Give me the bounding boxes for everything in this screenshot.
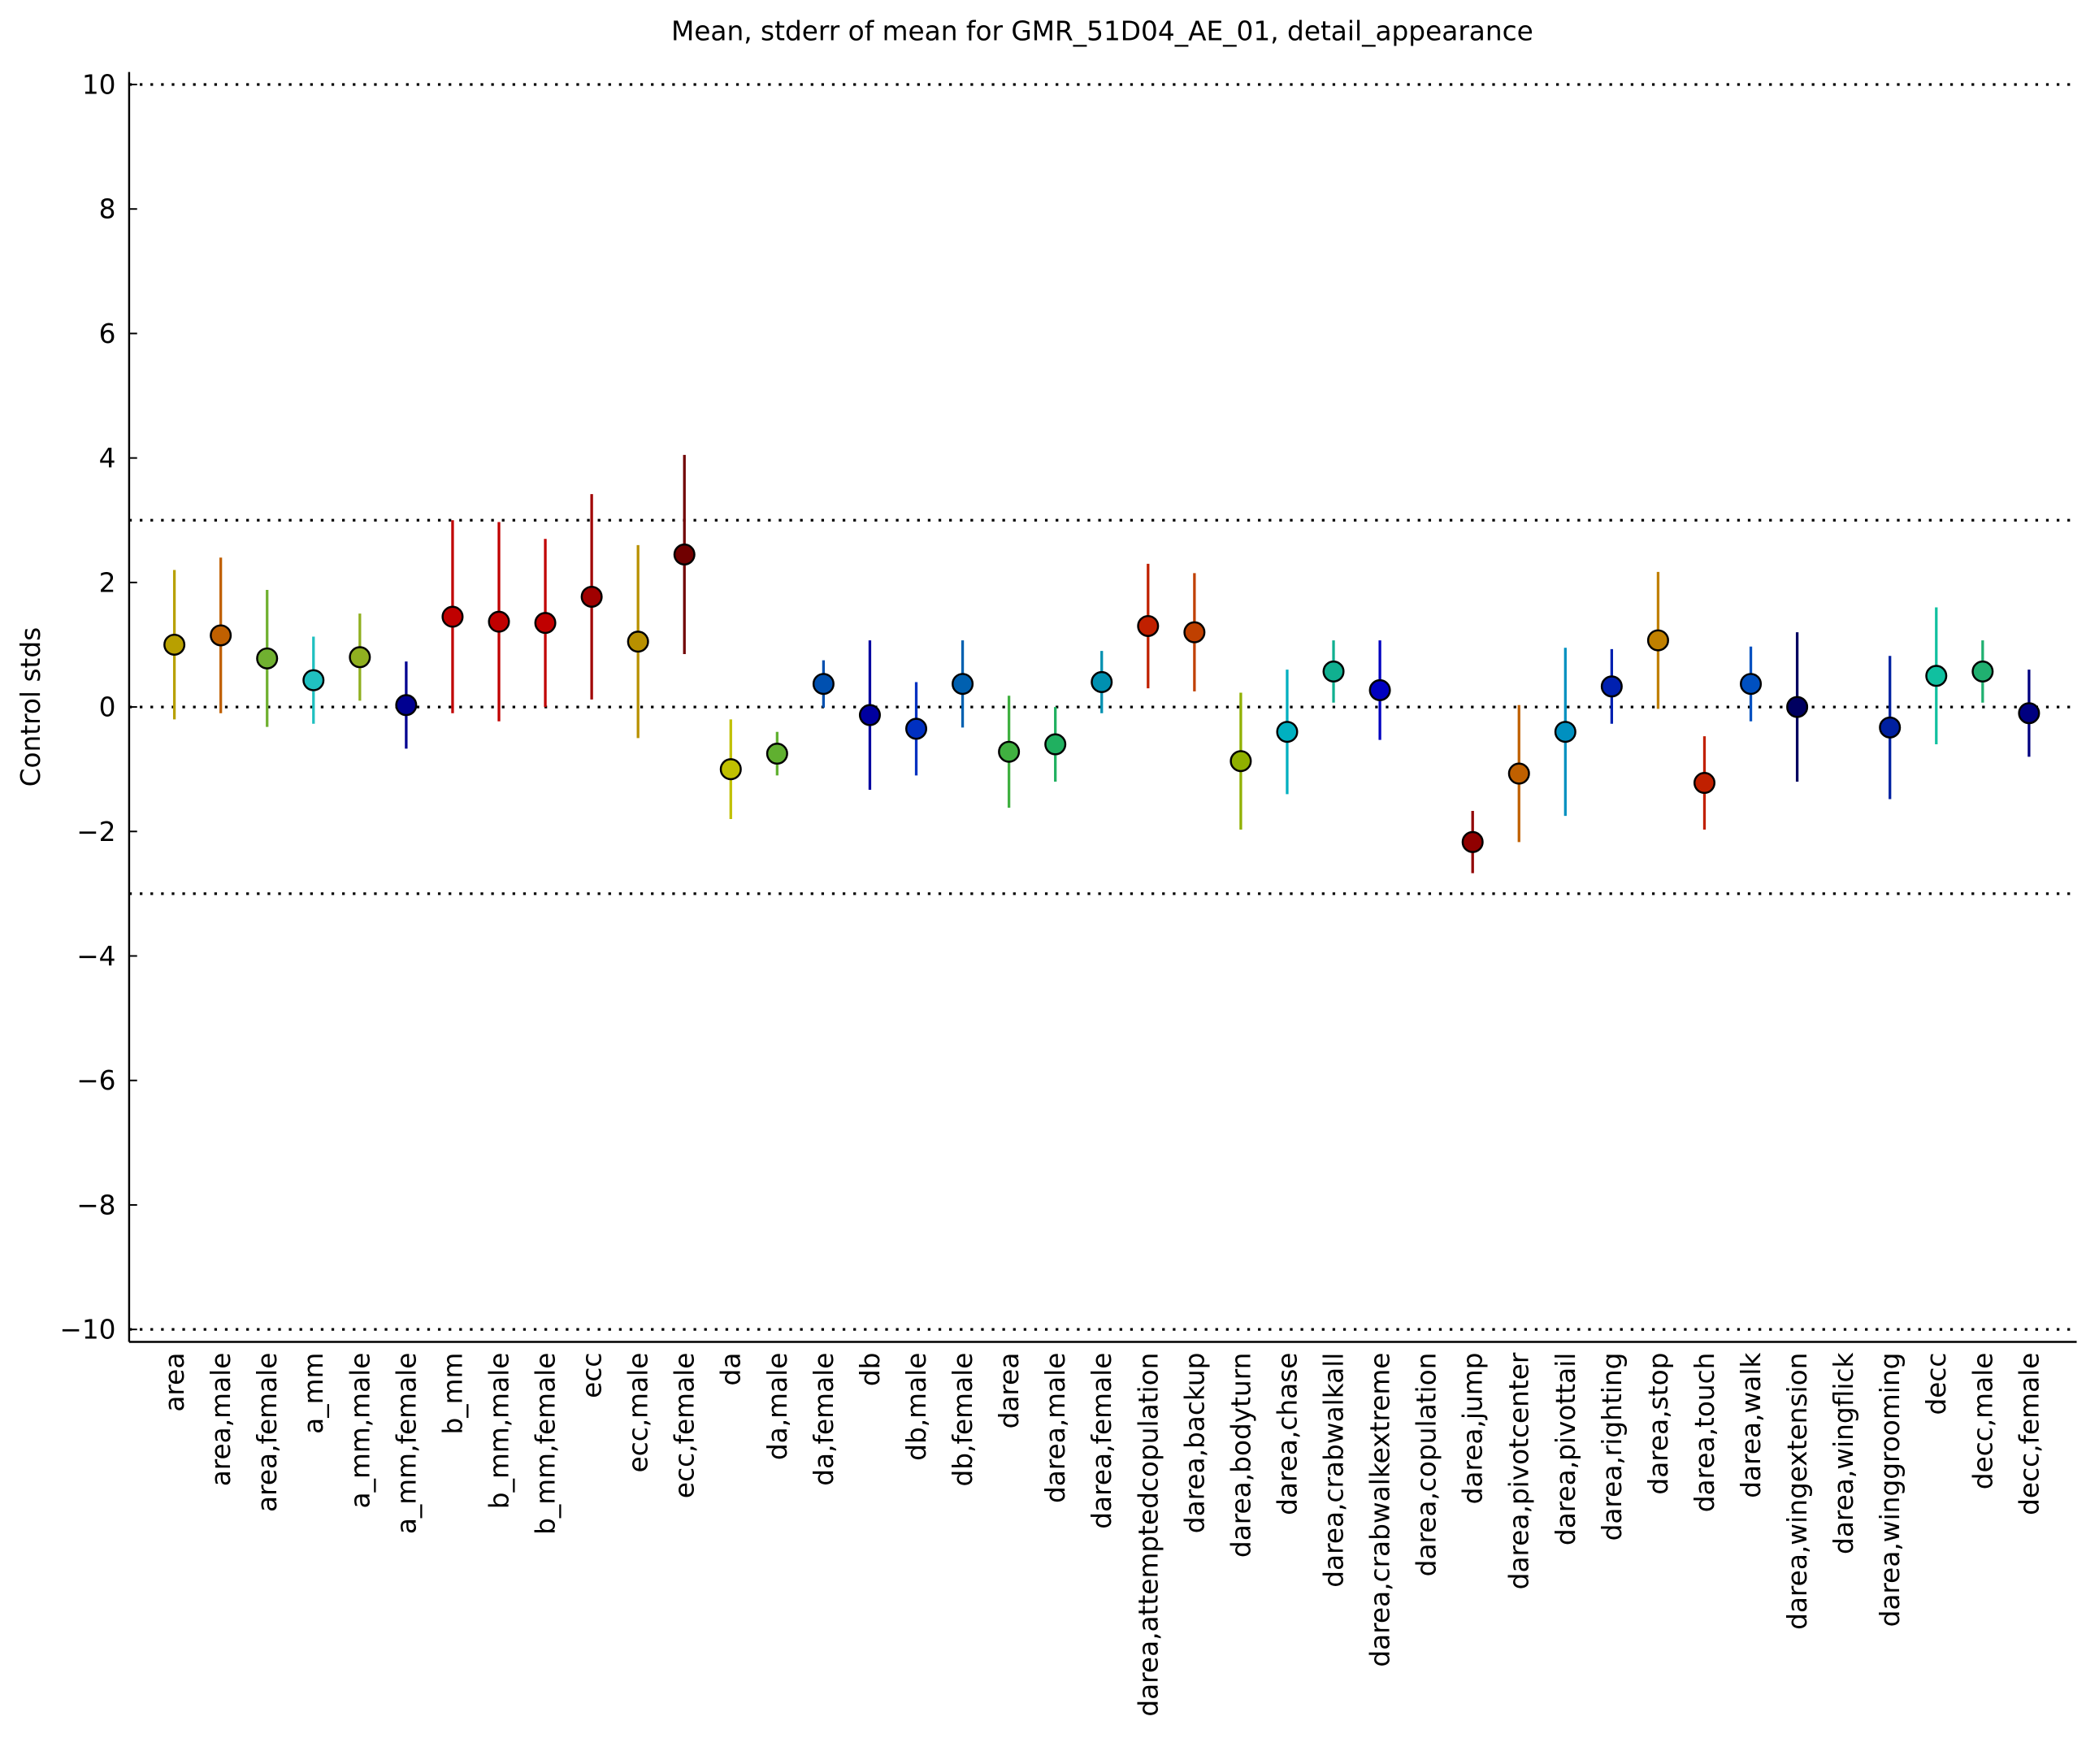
mean-marker: [441, 605, 464, 628]
mean-marker: [2018, 702, 2040, 725]
y-tick-label: 6: [99, 319, 116, 349]
mean-marker: [812, 673, 835, 696]
mean-marker: [1786, 696, 1809, 718]
y-tick-label: −6: [76, 1065, 115, 1096]
y-tick-label: 4: [99, 443, 116, 474]
y-axis-label: Control stds: [15, 627, 46, 787]
x-tick-label: db,male: [901, 1353, 932, 1461]
x-tick-label: darea,crabwalkall: [1318, 1353, 1349, 1588]
mean-marker: [1368, 678, 1391, 701]
x-tick-label: b_mm,female: [531, 1353, 562, 1535]
x-tick-label: da,female: [809, 1353, 839, 1486]
mean-marker: [1183, 621, 1206, 644]
x-tick-label: decc,female: [2014, 1353, 2045, 1515]
x-tick-label: darea,wingextension: [1782, 1353, 1813, 1630]
x-tick-label: darea,attemptedcopulation: [1133, 1353, 1164, 1717]
x-tick-label: area,female: [252, 1353, 283, 1512]
y-tick-label: 2: [99, 567, 116, 598]
mean-marker: [1879, 716, 1902, 739]
mean-marker: [1322, 660, 1345, 683]
y-tick-label: 10: [82, 69, 116, 100]
mean-marker: [998, 740, 1021, 763]
x-tick-label: darea,righting: [1597, 1353, 1628, 1541]
x-tick-label: da,male: [762, 1353, 793, 1460]
mean-marker: [765, 743, 788, 765]
mean-marker: [1091, 670, 1113, 693]
mean-marker: [952, 673, 974, 696]
mean-marker: [1600, 675, 1623, 698]
x-tick-label: db: [855, 1353, 886, 1387]
x-tick-label: darea,winggrooming: [1875, 1353, 1906, 1627]
x-tick-label: a_mm,female: [391, 1353, 422, 1535]
x-tick-label: b_mm,male: [484, 1353, 514, 1510]
x-tick-label: ecc,male: [623, 1353, 654, 1473]
x-tick-label: darea,wingflick: [1828, 1353, 1859, 1554]
mean-marker: [302, 669, 325, 691]
x-tick-label: ecc: [577, 1353, 608, 1398]
x-tick-label: darea,stop: [1643, 1353, 1674, 1495]
mean-marker: [349, 646, 371, 669]
x-tick-label: darea,touch: [1689, 1353, 1720, 1513]
y-tick-label: −8: [76, 1190, 115, 1220]
mean-marker: [1740, 673, 1763, 696]
y-tick-label: −4: [76, 941, 115, 972]
y-tick-label: 8: [99, 194, 116, 225]
mean-marker: [1925, 665, 1948, 687]
mean-marker: [1693, 772, 1716, 795]
mean-marker: [580, 585, 603, 609]
mean-marker: [488, 610, 510, 633]
mean-marker: [1461, 830, 1484, 853]
x-tick-label: darea,bodyturn: [1225, 1353, 1256, 1558]
mean-marker: [1646, 629, 1669, 652]
x-tick-label: darea,walk: [1736, 1353, 1767, 1498]
x-tick-label: darea,pivotcenter: [1504, 1352, 1535, 1589]
mean-marker: [395, 694, 418, 717]
y-tick-label: −2: [76, 817, 115, 847]
mean-marker: [256, 647, 279, 670]
x-tick-label: darea,copulation: [1412, 1353, 1442, 1577]
mean-marker: [1137, 614, 1160, 638]
y-tick-label: −10: [59, 1315, 115, 1346]
mean-marker: [1229, 750, 1252, 773]
x-tick-label: a_mm,male: [345, 1353, 375, 1509]
mean-marker: [1044, 733, 1067, 756]
mean-marker: [534, 612, 557, 635]
mean-marker: [1276, 721, 1299, 743]
x-tick-label: da: [716, 1353, 747, 1386]
mean-marker: [719, 758, 742, 781]
x-tick-label: darea,crabwalkextreme: [1365, 1353, 1396, 1667]
x-tick-label: darea,backup: [1179, 1353, 1210, 1534]
x-tick-label: darea: [994, 1353, 1025, 1429]
x-tick-label: area: [159, 1353, 190, 1412]
x-tick-label: a_mm: [298, 1353, 329, 1434]
mean-marker: [210, 624, 232, 647]
mean-marker: [673, 543, 696, 566]
mean-marker: [858, 704, 881, 726]
x-tick-label: db,female: [948, 1353, 978, 1487]
x-tick-label: darea,female: [1086, 1353, 1117, 1529]
mean-marker: [1971, 660, 1994, 683]
x-tick-label: area,male: [206, 1353, 236, 1487]
x-tick-label: darea,jump: [1458, 1353, 1489, 1505]
x-tick-label: darea,male: [1040, 1353, 1071, 1503]
mean-marker: [627, 631, 649, 653]
x-tick-label: decc,male: [1967, 1353, 1998, 1490]
x-tick-label: ecc,female: [670, 1353, 700, 1498]
x-tick-label: darea,pivottail: [1550, 1353, 1581, 1546]
chart-title: Mean, stderr of mean for GMR_51D04_AE_01…: [671, 15, 1533, 46]
x-tick-label: b_mm: [437, 1353, 468, 1435]
mean-marker: [1554, 721, 1576, 743]
x-tick-label: decc: [1921, 1353, 1952, 1415]
y-tick-label: 0: [99, 692, 116, 723]
x-tick-label: darea,chase: [1272, 1353, 1303, 1515]
mean-marker: [1507, 762, 1530, 785]
mean-marker: [163, 633, 186, 656]
mean-marker: [904, 717, 928, 740]
